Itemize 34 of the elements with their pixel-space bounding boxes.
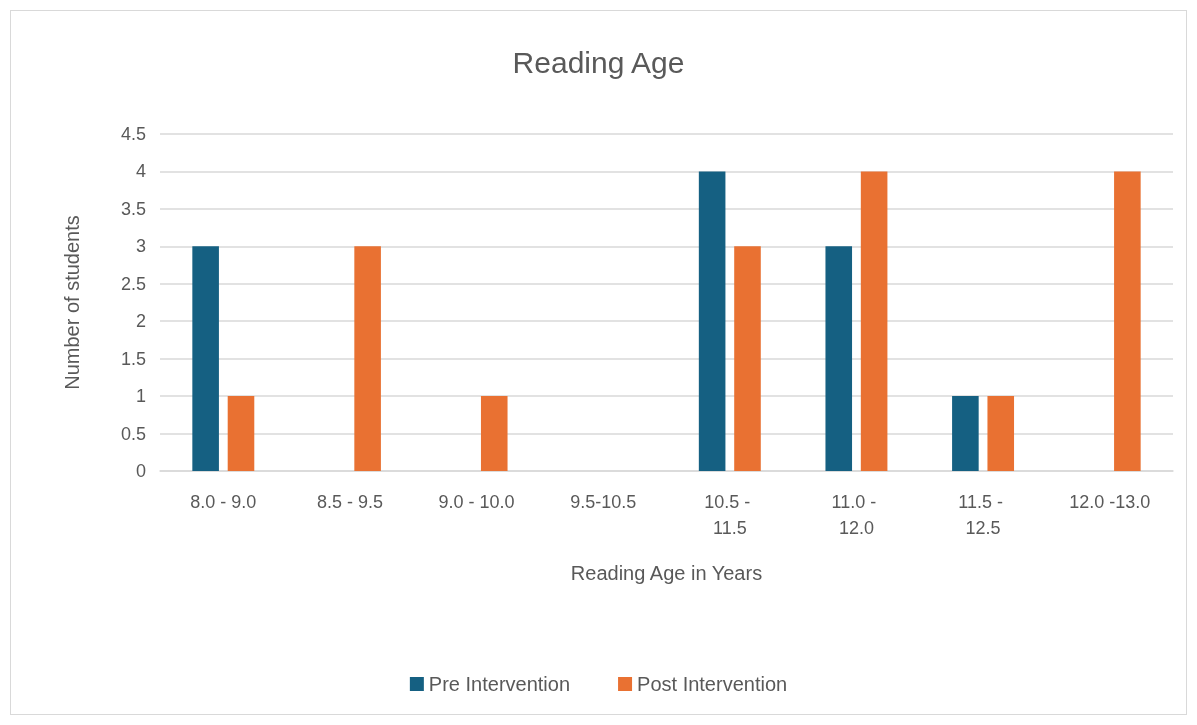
bar bbox=[480, 396, 508, 471]
bar bbox=[698, 171, 726, 471]
x-tick-label: 11.0 - 12.0 bbox=[831, 492, 882, 538]
legend-label: Post Intervention bbox=[637, 673, 788, 695]
bar bbox=[952, 396, 979, 471]
y-tick-label: 1.5 bbox=[120, 348, 146, 369]
y-tick-label: 3 bbox=[135, 236, 146, 257]
bar bbox=[227, 396, 255, 471]
bar bbox=[987, 396, 1015, 471]
x-tick-label: 10.5 - 11.5 bbox=[704, 492, 756, 538]
y-tick-label: 2.5 bbox=[120, 273, 146, 294]
x-tick-label: 8.0 - 9.0 bbox=[190, 492, 257, 512]
y-tick-label: 0.5 bbox=[120, 423, 146, 444]
x-tick-label: 12.0 -13.0 bbox=[1069, 492, 1151, 512]
x-tick-label: 9.0 - 10.0 bbox=[438, 492, 515, 512]
legend-label: Pre Intervention bbox=[428, 673, 571, 695]
bar bbox=[860, 171, 888, 471]
bar bbox=[192, 246, 219, 471]
x-tick-label: 9.5-10.5 bbox=[570, 492, 637, 512]
y-tick-label: 2 bbox=[135, 311, 146, 332]
x-axis-title: Reading Age in Years bbox=[570, 562, 763, 584]
y-tick-label: 0 bbox=[135, 461, 146, 481]
x-tick-label: 8.5 - 9.5 bbox=[316, 492, 383, 512]
y-tick-label: 4 bbox=[135, 161, 146, 182]
bar bbox=[354, 246, 381, 471]
y-tick-label: 3.5 bbox=[120, 198, 146, 219]
bar bbox=[734, 246, 761, 471]
chart-title: Reading Age bbox=[512, 45, 685, 79]
y-tick-label: 4.5 bbox=[120, 124, 146, 144]
y-tick-label: 1 bbox=[135, 386, 146, 407]
y-axis-title: Number of students bbox=[61, 215, 83, 390]
bar bbox=[1114, 171, 1141, 471]
bar bbox=[825, 246, 853, 471]
x-tick-label: 11.5 - 12.5 bbox=[958, 492, 1008, 538]
